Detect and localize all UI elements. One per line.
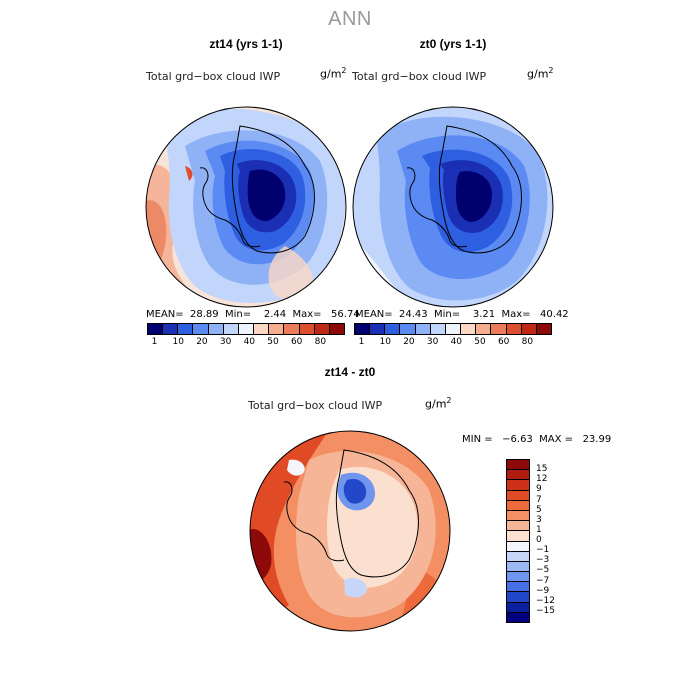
colorbar-swatch: [299, 324, 315, 334]
colorbar-swatch: [254, 324, 270, 334]
difference-title: zt14 - zt0: [324, 365, 376, 379]
colorbar-tick-label: 60: [290, 337, 303, 347]
panel-2-colorbar-labels: 1 10 20 30 40 50 60 80: [354, 337, 550, 349]
colorbar-swatch: [507, 490, 529, 501]
colorbar-tick-label: 1: [151, 337, 158, 347]
difference-units: g/m2: [425, 396, 452, 411]
figure-title: ANN: [328, 8, 372, 30]
colorbar-tick-label: 50: [474, 337, 486, 347]
colorbar-swatch: [507, 500, 529, 511]
colorbar-tick-label: 12: [536, 474, 548, 485]
panel-1-variable-label: Total grd−box cloud IWP: [146, 70, 281, 83]
difference-colorbar: [506, 459, 530, 623]
colorbar-tick-label: 60: [497, 337, 510, 347]
colorbar-swatch: [400, 324, 416, 334]
colorbar-tick-label: 50: [267, 337, 279, 347]
panel-2-polar-map: [352, 106, 554, 308]
colorbar-swatch: [476, 324, 492, 334]
colorbar-tick-label: −9: [536, 585, 550, 596]
panel-2-title: zt0 (yrs 1-1): [419, 37, 487, 51]
colorbar-tick-label: −5: [536, 565, 550, 576]
colorbar-swatch: [506, 324, 522, 334]
colorbar-swatch: [507, 531, 529, 542]
colorbar-swatch: [314, 324, 330, 334]
colorbar-swatch: [269, 324, 285, 334]
colorbar-tick-label: 30: [219, 337, 232, 347]
panel-2-units: g/m2: [527, 66, 554, 81]
colorbar-swatch: [329, 324, 345, 334]
colorbar-tick-label: −7: [536, 575, 550, 586]
panel-2-colorbar: [354, 323, 552, 335]
colorbar-swatch: [507, 561, 529, 573]
colorbar-swatch: [491, 324, 507, 334]
colorbar-swatch: [223, 324, 239, 334]
panel-1-stats: MEAN= 28.89 Min= 2.44 Max= 56.74: [146, 309, 360, 320]
colorbar-tick-label: 20: [403, 337, 415, 347]
panel-1-title: zt14 (yrs 1-1): [209, 37, 283, 51]
colorbar-swatch: [370, 324, 386, 334]
colorbar-swatch: [507, 582, 529, 593]
colorbar-swatch: [507, 480, 529, 491]
colorbar-swatch: [507, 460, 529, 471]
colorbar-tick-label: 80: [521, 337, 534, 347]
colorbar-swatch: [148, 324, 164, 334]
colorbar-swatch: [430, 324, 446, 334]
colorbar-tick-label: 10: [379, 337, 391, 347]
panel-1-units: g/m2: [320, 66, 347, 81]
colorbar-tick-label: 30: [426, 337, 439, 347]
colorbar-swatch: [507, 510, 529, 522]
colorbar-swatch: [178, 324, 194, 334]
colorbar-swatch: [445, 324, 462, 334]
colorbar-swatch: [507, 612, 529, 622]
colorbar-swatch: [284, 324, 300, 334]
colorbar-swatch: [461, 324, 477, 334]
colorbar-tick-label: 0: [536, 535, 542, 545]
colorbar-swatch: [536, 324, 552, 334]
colorbar-swatch: [163, 324, 179, 334]
panel-1-colorbar: [147, 323, 345, 335]
panel-1-colorbar-labels: 1 10 20 30 40 50 60 80: [147, 337, 343, 349]
colorbar-swatch: [507, 551, 529, 562]
colorbar-tick-label: 10: [172, 337, 184, 347]
colorbar-tick-label: −1: [536, 545, 550, 556]
colorbar-tick-label: 1: [536, 524, 542, 535]
colorbar-tick-label: −3: [536, 555, 550, 566]
colorbar-tick-label: 7: [536, 494, 542, 505]
colorbar-tick-label: 40: [450, 337, 463, 347]
colorbar-tick-label: 1: [358, 337, 365, 347]
colorbar-swatch: [193, 324, 209, 334]
colorbar-swatch: [507, 470, 529, 481]
colorbar-swatch: [507, 541, 529, 552]
difference-colorbar-labels: 15 12 9 7 5 3 1 0 −1 −3 −5 −7 −9 −12 −15: [536, 459, 576, 621]
panel-1-polar-map: [145, 106, 347, 308]
panel-2-variable-label: Total grd−box cloud IWP: [352, 70, 487, 83]
difference-variable-label: Total grd−box cloud IWP: [248, 399, 383, 412]
panel-2-stats: MEAN= 24.43 Min= 3.21 Max= 40.42: [355, 309, 569, 320]
colorbar-swatch: [507, 602, 529, 613]
colorbar-tick-label: 80: [314, 337, 327, 347]
colorbar-tick-label: 40: [243, 337, 256, 347]
colorbar-swatch: [238, 324, 255, 334]
difference-stats: MIN = −6.63 MAX = 23.99: [462, 434, 612, 445]
colorbar-tick-label: 3: [536, 514, 542, 525]
colorbar-swatch: [507, 572, 529, 583]
colorbar-swatch: [507, 592, 529, 603]
colorbar-swatch: [521, 324, 537, 334]
colorbar-tick-label: 20: [196, 337, 208, 347]
colorbar-swatch: [415, 324, 431, 334]
colorbar-swatch: [208, 324, 224, 334]
colorbar-tick-label: 5: [536, 504, 542, 515]
colorbar-tick-label: 9: [536, 484, 542, 495]
colorbar-swatch: [507, 521, 529, 532]
difference-polar-map: [249, 430, 451, 632]
colorbar-swatch: [385, 324, 401, 334]
colorbar-tick-label: 15: [536, 464, 548, 475]
colorbar-tick-label: −12: [536, 595, 555, 606]
colorbar-tick-label: −15: [536, 605, 555, 616]
colorbar-swatch: [355, 324, 371, 334]
